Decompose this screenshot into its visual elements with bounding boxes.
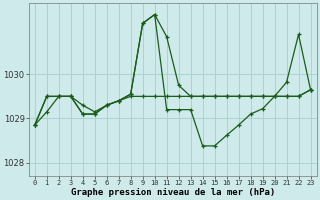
X-axis label: Graphe pression niveau de la mer (hPa): Graphe pression niveau de la mer (hPa) xyxy=(70,188,275,197)
